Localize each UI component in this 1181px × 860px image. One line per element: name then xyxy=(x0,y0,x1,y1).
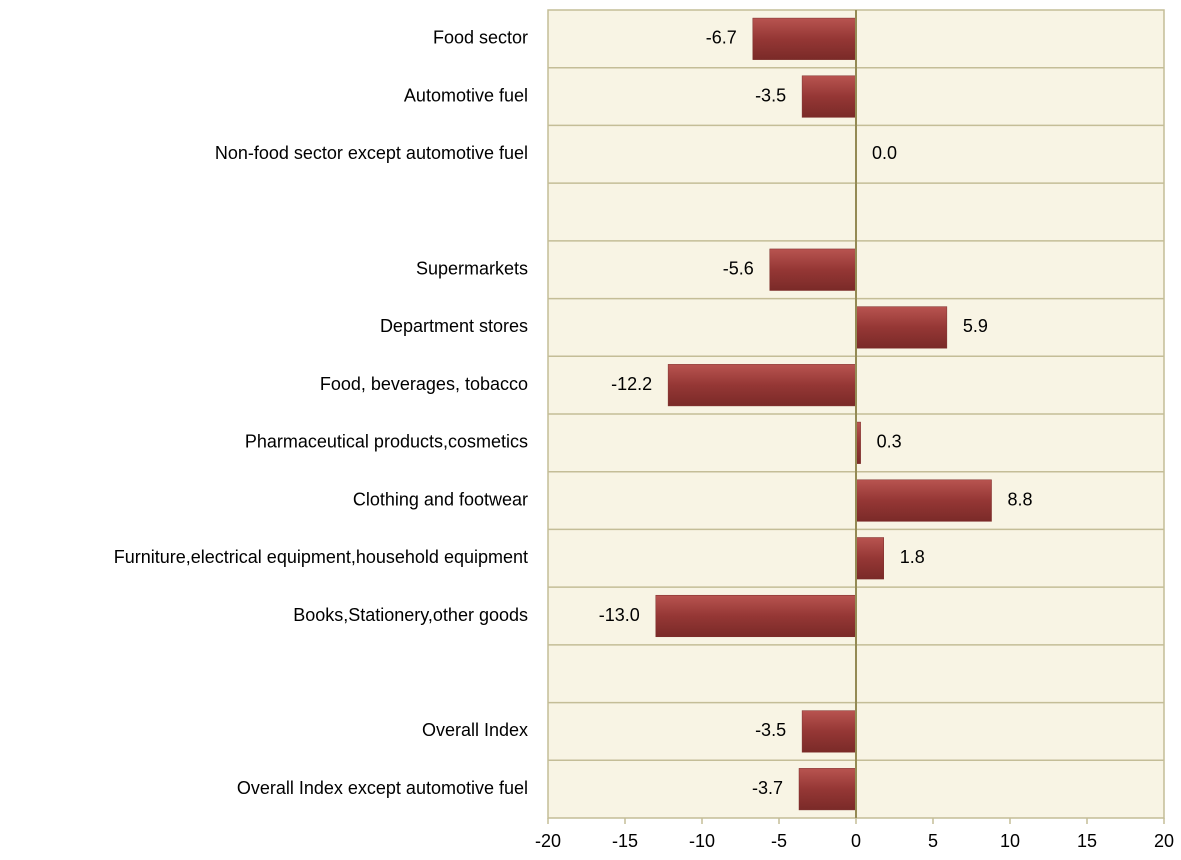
y-tick-label: Overall Index except automotive fuel xyxy=(237,778,528,798)
y-tick-label: Furniture,electrical equipment,household… xyxy=(114,547,528,567)
bar xyxy=(855,537,884,580)
x-tick-label: -20 xyxy=(535,831,561,851)
x-tick-label: 0 xyxy=(851,831,861,851)
y-tick-label: Pharmaceutical products,cosmetics xyxy=(245,432,528,452)
value-label: 0.3 xyxy=(877,432,902,452)
x-tick-label: -15 xyxy=(612,831,638,851)
y-tick-label: Overall Index xyxy=(422,720,528,740)
x-tick-label: 20 xyxy=(1154,831,1174,851)
y-tick-label: Food, beverages, tobacco xyxy=(320,374,528,394)
bar xyxy=(855,306,948,349)
y-tick-label: Books,Stationery,other goods xyxy=(293,605,528,625)
y-tick-label: Clothing and footwear xyxy=(353,489,528,509)
x-tick-label: 5 xyxy=(928,831,938,851)
bar xyxy=(667,364,857,407)
value-label: -12.2 xyxy=(611,374,652,394)
value-label: 0.0 xyxy=(872,143,897,163)
bar xyxy=(855,479,992,522)
value-label: 5.9 xyxy=(963,316,988,336)
y-tick-label: Non-food sector except automotive fuel xyxy=(215,143,528,163)
y-tick-label: Department stores xyxy=(380,316,528,336)
value-label: -5.6 xyxy=(723,258,754,278)
x-tick-label: 10 xyxy=(1000,831,1020,851)
value-label: -3.5 xyxy=(755,720,786,740)
x-tick-label: -10 xyxy=(689,831,715,851)
bar xyxy=(801,75,857,118)
x-tick-label: 15 xyxy=(1077,831,1097,851)
bar xyxy=(752,17,857,60)
bar xyxy=(655,594,857,638)
bar xyxy=(769,248,857,291)
value-label: -3.5 xyxy=(755,85,786,105)
y-tick-label: Automotive fuel xyxy=(404,85,528,105)
value-label: -13.0 xyxy=(599,605,640,625)
value-label: -3.7 xyxy=(752,778,783,798)
y-tick-label: Food sector xyxy=(433,28,528,48)
bar xyxy=(801,710,857,753)
value-label: 8.8 xyxy=(1008,489,1033,509)
value-label: 1.8 xyxy=(900,547,925,567)
bar xyxy=(798,768,857,811)
x-tick-label: -5 xyxy=(771,831,787,851)
y-tick-label: Supermarkets xyxy=(416,258,528,278)
value-label: -6.7 xyxy=(706,28,737,48)
